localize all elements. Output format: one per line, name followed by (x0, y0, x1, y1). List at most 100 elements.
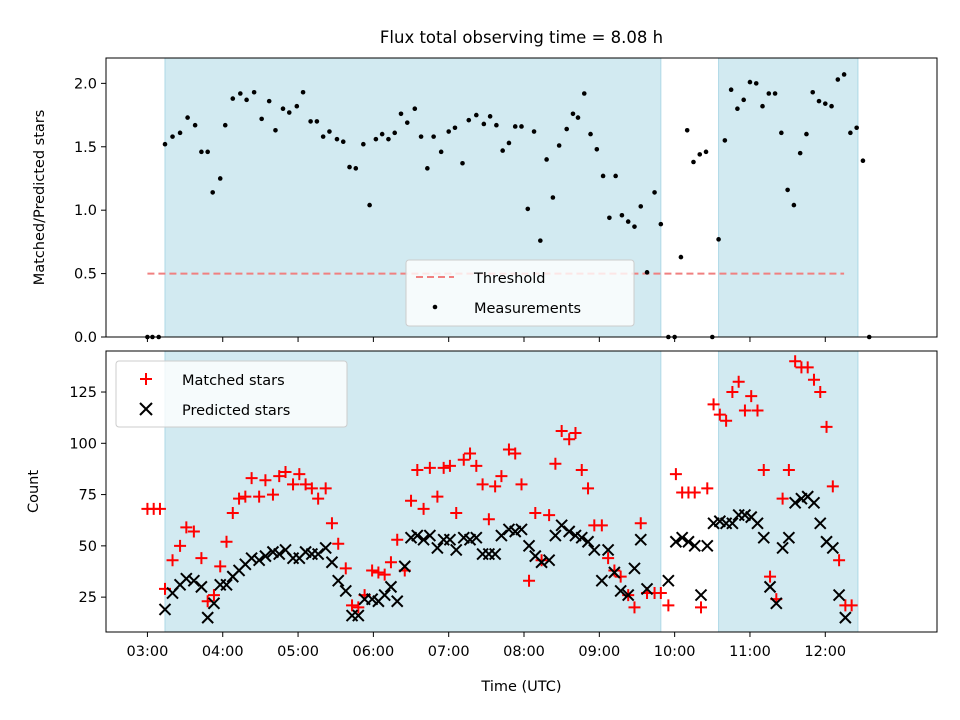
matched-stars-point (569, 427, 582, 440)
measurement-point (367, 202, 372, 208)
predicted-stars-point (634, 533, 647, 546)
measurement-point (222, 122, 228, 128)
matched-stars-point (764, 570, 777, 583)
measurement-point (386, 136, 391, 142)
matched-stars-point (582, 482, 595, 495)
predicted-stars-point (601, 543, 615, 557)
measurement-point (308, 119, 313, 124)
measurement-point (860, 158, 866, 164)
top-y-tick-label: 1.0 (74, 203, 97, 219)
predicted-stars-point (201, 611, 214, 624)
measurement-point (425, 166, 430, 171)
predicted-stars-point (581, 535, 595, 548)
predicted-stars-point (814, 517, 827, 530)
predicted-stars-point (542, 554, 556, 567)
top-observing-windows (164, 58, 859, 337)
measurement-point (728, 87, 734, 93)
measurement-point (772, 91, 778, 96)
measurement-point (494, 122, 499, 128)
measurement-point (280, 106, 286, 112)
matched-stars-point (166, 554, 179, 567)
matched-stars-point (549, 457, 562, 470)
predicted-stars-point (259, 549, 272, 563)
x-axis-label: Time (UTC) (480, 679, 561, 695)
matched-stars-point (417, 502, 430, 515)
matched-stars-point (384, 556, 397, 569)
matched-stars-point (502, 443, 515, 456)
top-y-axis: 0.0 0.5 1.0 1.5 2.0 (74, 76, 106, 346)
measurement-point (300, 89, 306, 95)
measurement-point (314, 119, 320, 124)
measurement-point (797, 150, 803, 156)
predicted-stars-point (832, 588, 846, 602)
predicted-stars-point (352, 609, 365, 622)
measurement-point (564, 126, 569, 132)
matched-stars-point (287, 478, 300, 491)
x-tick-label: 11:00 (729, 644, 771, 660)
matched-stars-point (457, 453, 470, 466)
predicted-stars-point (252, 554, 266, 567)
predicted-stars-point (470, 531, 483, 544)
top-y-tick-label: 0.5 (74, 267, 97, 283)
matched-stars-point (701, 482, 714, 495)
measurement-point (392, 130, 398, 136)
legend-matched-swatch (140, 373, 152, 385)
predicted-stars-point (807, 496, 821, 509)
measurement-point (361, 141, 366, 147)
measurement-point (474, 112, 479, 118)
measurement-point (644, 270, 650, 275)
matched-stars-point (299, 478, 312, 491)
bottom-legend: Matched stars Predicted stars (115, 360, 348, 428)
matched-stars-point (738, 404, 751, 417)
predicted-stars-point (770, 597, 783, 610)
matched-stars-point (378, 568, 391, 581)
measurement-point (556, 143, 562, 148)
measurement-point (575, 115, 581, 120)
bottom-x-axis: 03:00 04:00 05:00 06:00 07:00 08:00 09:00 10:00… (127, 632, 846, 660)
bottom-count-points (141, 355, 858, 624)
measurement-point (594, 147, 600, 152)
measurement-point (581, 91, 587, 96)
measurement-point (412, 106, 418, 112)
predicted-stars-point (701, 539, 714, 553)
predicted-stars-point (488, 547, 502, 561)
matched-stars-point (543, 509, 556, 522)
top-panel: 0.00.51.01.52.0 Matched/Predicted stars … (32, 57, 938, 346)
predicted-stars-point (839, 611, 852, 624)
measurement-point (162, 141, 168, 147)
predicted-stars-point (575, 531, 588, 544)
predicted-stars-point (391, 595, 404, 608)
matched-stars-point (720, 414, 733, 427)
predicted-stars-point (621, 588, 635, 602)
measurement-point (506, 140, 512, 146)
matched-stars-point (239, 490, 252, 503)
predicted-stars-point (662, 574, 675, 587)
matched-stars-point (833, 554, 846, 567)
measurement-point (607, 215, 612, 221)
matched-stars-point (602, 552, 615, 565)
measurement-point (638, 204, 644, 209)
legend-measurements-swatch (432, 304, 438, 310)
predicted-stars-point (195, 580, 208, 594)
measurement-point (854, 125, 859, 131)
top-measurements-points (145, 72, 872, 340)
predicted-stars-point (325, 556, 339, 569)
bottom-panel: 25 50 75 100 125 03:00 04:00 05:00 06:00 07:00 08… (26, 350, 938, 695)
x-tick-label: 03:00 (127, 644, 169, 660)
matched-stars-point (713, 408, 726, 421)
matched-stars-point (279, 466, 292, 479)
measurement-point (266, 98, 272, 104)
matched-stars-point (482, 513, 495, 526)
measurement-point (722, 138, 728, 143)
predicted-stars-point (595, 574, 609, 587)
predicted-stars-point (398, 560, 411, 573)
measurement-point (481, 121, 487, 127)
bottom-legend-box (115, 360, 348, 428)
measurement-point (500, 148, 505, 153)
measurement-point (625, 219, 631, 224)
measurement-point (735, 106, 740, 112)
measurement-point (531, 129, 537, 134)
predicted-stars-point (319, 541, 332, 555)
matched-stars-point (688, 486, 701, 499)
